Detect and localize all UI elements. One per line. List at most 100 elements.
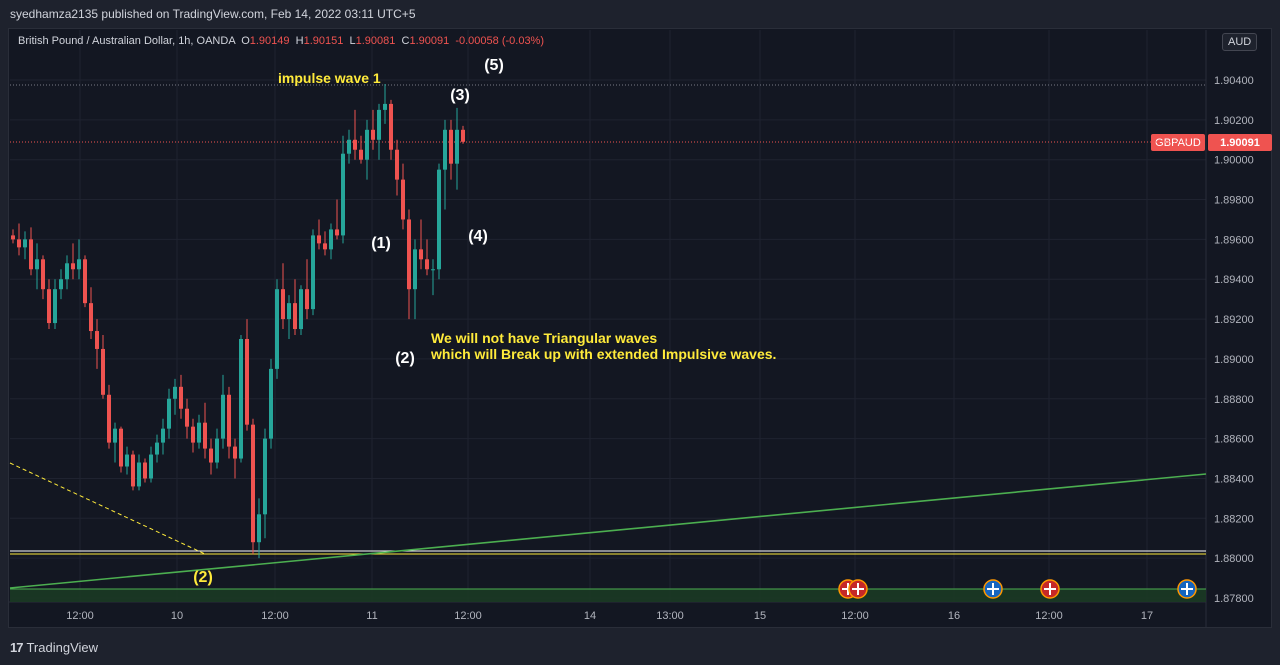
- time-tick-label: 16: [948, 610, 960, 622]
- candle-body: [425, 259, 429, 270]
- time-tick-label: 15: [754, 610, 766, 622]
- candle-body: [47, 289, 51, 324]
- price-tick-label: 1.90200: [1214, 115, 1254, 127]
- candle-body: [41, 259, 45, 290]
- candle-body: [287, 303, 291, 320]
- descending-dashed-line: [9, 462, 206, 555]
- candle-body: [347, 139, 351, 154]
- wave-label: We will not have Triangular waves: [431, 330, 657, 346]
- candle-body: [173, 386, 177, 399]
- candle-body: [125, 454, 129, 467]
- candle-body: [341, 153, 345, 236]
- candle-body: [11, 235, 15, 240]
- tradingview-logo[interactable]: 17 TradingView: [10, 640, 98, 655]
- drawings: [9, 84, 1207, 602]
- candle-body: [167, 398, 171, 429]
- candle-body: [197, 422, 201, 443]
- time-tick-label: 10: [171, 610, 183, 622]
- wave-label: impulse wave 1: [278, 70, 381, 86]
- time-tick-label: 14: [584, 610, 596, 622]
- candle-body: [101, 348, 105, 395]
- candle-body: [203, 422, 207, 449]
- candle-body: [53, 289, 57, 324]
- currency-selector[interactable]: AUD: [1222, 33, 1258, 51]
- candle-body: [281, 289, 285, 320]
- candle-body: [77, 259, 81, 270]
- symbol-name: British Pound / Australian Dollar, 1h, O…: [18, 35, 236, 47]
- candle-body: [209, 448, 213, 463]
- candle-body: [23, 239, 27, 248]
- price-tick-label: 1.89200: [1214, 314, 1254, 326]
- candle-body: [113, 428, 117, 443]
- candle-body: [323, 243, 327, 250]
- candle-body: [395, 149, 399, 180]
- candle-body: [59, 279, 63, 290]
- candle-body: [215, 438, 219, 463]
- candle-body: [251, 424, 255, 543]
- candle-body: [119, 428, 123, 467]
- candle-body: [449, 129, 453, 164]
- wave-label: (1): [371, 235, 391, 252]
- grid-lines: [10, 30, 1206, 602]
- time-tick-label: 17: [1141, 610, 1153, 622]
- candle-body: [65, 263, 69, 280]
- rising-trendline: [9, 473, 1207, 589]
- candle-body: [95, 331, 99, 349]
- candle-body: [161, 428, 165, 443]
- high-label: H: [295, 35, 304, 47]
- candle-body: [401, 179, 405, 220]
- low-value: 1.90081: [355, 35, 396, 47]
- candle-body: [317, 235, 321, 244]
- wave-label: (4): [468, 228, 488, 245]
- tradingview-logo-icon: 17: [10, 640, 24, 655]
- footer: [0, 630, 1280, 665]
- price-tick-label: 1.89800: [1214, 195, 1254, 207]
- candle-body: [257, 514, 261, 543]
- candle-body: [311, 235, 315, 310]
- candle-body: [329, 229, 333, 250]
- candle-body: [269, 368, 273, 439]
- candle-body: [17, 239, 21, 248]
- ticker-label: GBPAUD: [1155, 137, 1201, 149]
- wave-label: (3): [450, 87, 470, 104]
- open-label: O: [241, 35, 250, 47]
- time-tick-label: 11: [366, 610, 377, 622]
- candle-body: [275, 289, 279, 369]
- candle-body: [383, 103, 387, 110]
- wave-annotations: impulse wave 1 (5) (3) (1) (4) (2) (2) We will …: [193, 57, 776, 586]
- candle-body: [221, 394, 225, 439]
- brand-name: TradingView: [26, 640, 99, 655]
- price-tick-label: 1.89000: [1214, 354, 1254, 366]
- close-label: C: [401, 35, 410, 47]
- price-tick-label: 1.88000: [1214, 553, 1254, 565]
- candle-body: [293, 303, 297, 330]
- candle-body: [107, 394, 111, 443]
- candle-body: [227, 394, 231, 447]
- time-tick-label: 12:00: [261, 610, 289, 622]
- candle-body: [455, 129, 459, 164]
- wave-label: (2): [395, 350, 415, 367]
- candle-body: [407, 219, 411, 290]
- candle-body: [143, 462, 147, 479]
- wave-label: which will Break up with extended Impuls…: [430, 346, 776, 362]
- wave-label: (2): [193, 569, 213, 586]
- candle-body: [149, 454, 153, 479]
- close-value: 1.90091: [409, 35, 450, 47]
- candle-body: [239, 339, 243, 459]
- candle-body: [155, 442, 159, 455]
- publish-info: syedhamza2135 published on TradingView.c…: [10, 7, 416, 21]
- candle-body: [263, 438, 267, 515]
- candle-body: [377, 109, 381, 140]
- candle-body: [353, 139, 357, 150]
- wave-label: (5): [484, 57, 504, 74]
- candle-body: [359, 149, 363, 160]
- time-tick-label: 12:00: [454, 610, 482, 622]
- candle-body: [137, 462, 141, 487]
- candle-body: [335, 229, 339, 236]
- candle-body: [185, 408, 189, 427]
- price-tick-label: 1.88600: [1214, 434, 1254, 446]
- candle-body: [131, 454, 135, 487]
- candle-body: [371, 129, 375, 140]
- candle-body: [419, 249, 423, 260]
